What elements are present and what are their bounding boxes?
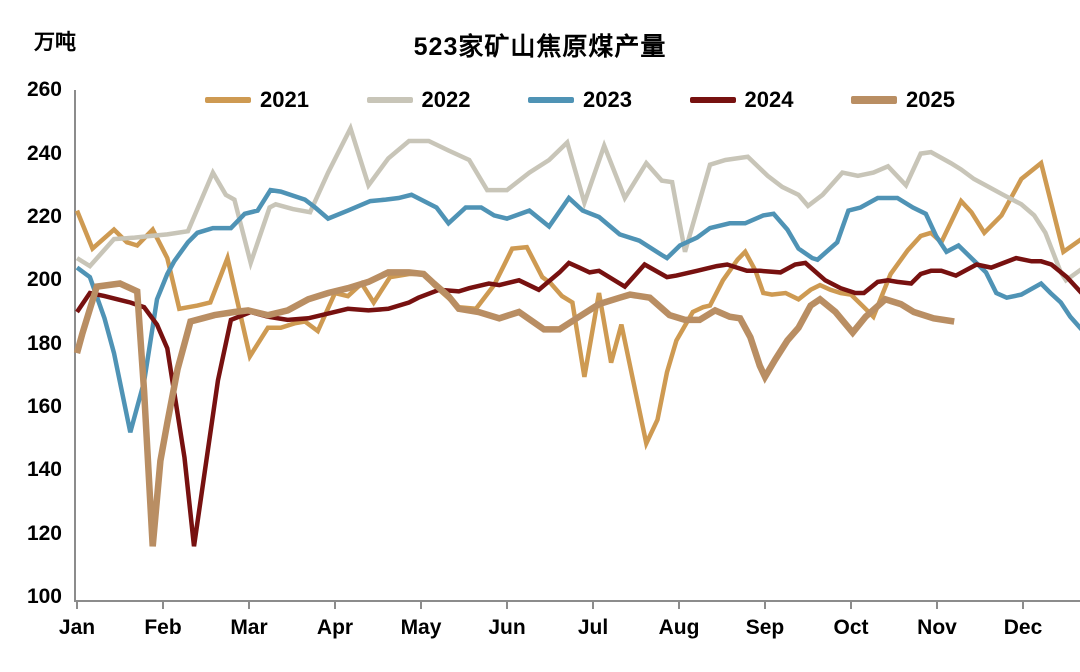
x-tick-label: Jul <box>577 616 609 639</box>
legend: 2021 2022 2023 2024 2025 <box>205 86 955 114</box>
x-tick-label: Jan <box>58 616 96 639</box>
chart-title: 523家矿山焦原煤产量 <box>413 33 667 61</box>
legend-swatch-2025 <box>851 96 897 104</box>
series-line-2023 <box>75 187 1080 433</box>
x-tick-label: Dec <box>1003 616 1043 639</box>
x-tick-label: May <box>400 616 442 639</box>
legend-item-2021: 2021 <box>205 87 309 113</box>
x-tick-label: Nov <box>917 616 957 639</box>
series-line-2025 <box>73 269 955 547</box>
x-tick-label: Sep <box>745 616 785 639</box>
legend-item-2022: 2022 <box>366 87 471 113</box>
x-tick-label: Aug <box>658 616 700 639</box>
y-tick-label: 140 <box>26 458 62 482</box>
x-tick-label: Mar <box>230 616 268 639</box>
y-tick-label: 240 <box>26 141 62 165</box>
legend-item-2024: 2024 <box>689 87 794 113</box>
y-tick-label: 180 <box>26 331 62 355</box>
legend-label: 2021 <box>260 87 309 112</box>
x-tick-label: Oct <box>833 616 869 639</box>
legend-label: 2023 <box>583 87 632 112</box>
series-line-2024 <box>75 255 1080 547</box>
y-tick-label: 120 <box>26 521 62 545</box>
legend-item-2023: 2023 <box>528 87 632 113</box>
x-tick-label: Apr <box>316 616 354 639</box>
legend-label: 2025 <box>906 87 955 112</box>
legend-swatch-2021 <box>205 97 251 103</box>
legend-label: 2022 <box>421 87 471 112</box>
x-tick-label: Feb <box>144 616 182 639</box>
x-tick-label: Jun <box>488 616 526 639</box>
y-tick-label: 160 <box>26 394 62 418</box>
y-tick-label: 260 <box>26 78 62 102</box>
y-tick-label: 220 <box>26 204 62 228</box>
y-tick-label: 200 <box>26 268 62 292</box>
legend-swatch-2024 <box>689 97 736 103</box>
y-axis-unit-label: 万吨 <box>34 31 76 54</box>
legend-item-2025: 2025 <box>851 87 955 113</box>
legend-swatch-2023 <box>528 97 574 103</box>
series-line-2022 <box>75 122 1080 284</box>
y-tick-label: 100 <box>26 585 62 608</box>
legend-swatch-2022 <box>366 97 413 103</box>
legend-label: 2024 <box>744 87 794 112</box>
axes <box>74 90 1080 602</box>
